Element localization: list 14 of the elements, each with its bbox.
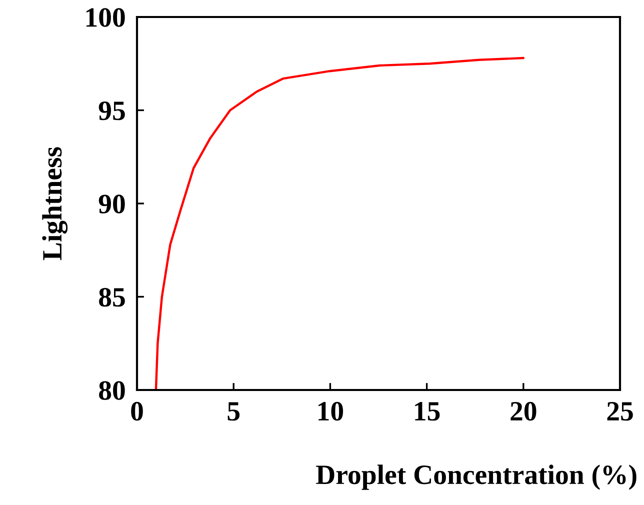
y-tick-label: 85	[99, 288, 125, 307]
x-axis-title: Droplet Concentration (%)	[316, 464, 636, 490]
x-tick-label: 25	[607, 402, 633, 421]
y-tick-label: 80	[99, 381, 125, 400]
line-series	[154, 56, 525, 390]
x-tick-label: 20	[510, 402, 536, 421]
y-tick-label: 95	[98, 101, 125, 120]
x-tick-label: 10	[318, 402, 344, 421]
x-tick-label: 5	[228, 402, 240, 421]
y-axis-title: Lightness	[42, 147, 68, 260]
x-tick-label: 0	[131, 402, 143, 421]
y-tick-label: 100	[86, 8, 125, 27]
y-tick-label: 90	[98, 194, 125, 214]
x-tick-label: 15	[415, 402, 440, 421]
